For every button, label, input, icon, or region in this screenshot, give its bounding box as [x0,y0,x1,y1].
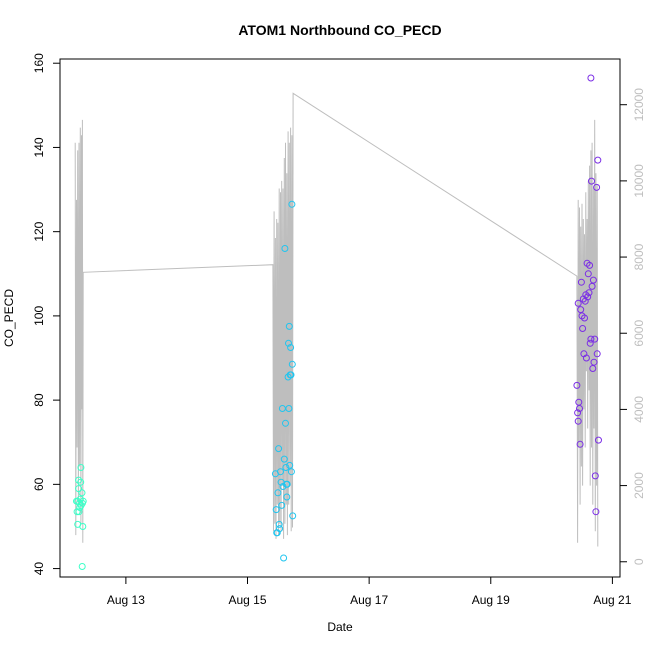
data-point [78,563,86,570]
data-point [285,405,293,412]
x-axis-label: Date [327,620,353,634]
data-point [282,464,290,471]
data-point [579,325,587,332]
data-point [281,245,289,252]
data-point [275,520,283,528]
data-point [595,436,602,444]
data-point [573,381,581,389]
y2-tick-label: 2000 [632,472,646,499]
y2-tick-label: 12000 [632,88,646,122]
data-point [282,419,289,427]
data-point [590,358,598,366]
data-point [78,489,86,497]
y2-tick-label: 4000 [632,396,646,423]
y2-tick-label: 0 [632,558,646,565]
data-point [585,289,593,297]
data-point [593,350,601,358]
data-point [574,299,582,307]
y-tick-label: 120 [32,221,46,241]
data-point [280,455,288,463]
data-point [278,501,286,509]
data-point [581,314,588,322]
data-point [577,278,585,286]
data-point [283,480,291,488]
data-point [285,322,293,330]
data-point [79,497,87,505]
x-tick-label: Aug 15 [228,593,266,607]
data-point [288,360,296,368]
data-point [275,445,283,453]
data-point [286,461,294,469]
y-tick-label: 140 [32,137,46,157]
x-tick-label: Aug 13 [107,593,145,607]
x-tick-label: Aug 21 [593,593,631,607]
y-axis: 40 60 80 100 120 140 160 [32,53,60,575]
data-point [272,506,280,514]
data-point [588,177,595,185]
y-axis-label: CO_PECD [2,289,16,347]
data-point [287,344,295,351]
y-tick-label: 80 [32,393,46,407]
data-point [576,405,583,412]
data-point [576,440,584,448]
data-point [577,306,585,314]
x-axis: Aug 13 Aug 15 Aug 17 Aug 19 Aug 21 [107,577,632,607]
data-point [77,478,85,486]
chart-title: ATOM1 Northbound CO_PECD [238,22,441,38]
data-point [283,493,291,501]
y2-tick-label: 10000 [632,164,646,198]
y-tick-label: 100 [32,306,46,326]
y2-axis: 0 2000 4000 6000 8000 10000 12000 [620,88,646,565]
data-point [289,512,297,520]
y2-tick-label: 6000 [632,320,646,347]
data-point [274,489,282,497]
data-point [75,476,83,484]
data-point [582,354,590,362]
data-point [587,335,595,343]
data-point [592,508,600,516]
y-tick-label: 60 [32,477,46,491]
data-point [75,485,83,493]
data-point [589,276,597,284]
y-tick-label: 160 [32,53,46,73]
data-point [77,464,85,471]
data-point [288,200,296,208]
data-point [280,554,288,562]
data-point [79,523,87,530]
data-point [574,409,582,417]
data-point [589,365,597,372]
data-point [75,508,83,516]
data-point [273,529,281,537]
data-point [584,270,592,278]
data-point [586,339,594,347]
data-point [593,183,601,191]
data-point [287,468,295,476]
x-tick-label: Aug 17 [350,593,388,607]
data-point [591,335,599,343]
data-point [594,156,602,164]
points-layer [73,74,602,570]
data-point [587,74,595,82]
data-point [276,525,284,533]
data-point [76,499,84,507]
y2-tick-label: 8000 [632,243,646,270]
data-point [584,293,592,301]
data-point [277,468,284,476]
y-tick-label: 40 [32,562,46,576]
data-point [287,371,295,379]
plot-frame [59,58,621,578]
data-point [285,339,292,347]
data-point [591,472,599,480]
x-tick-label: Aug 19 [472,593,510,607]
data-point [586,261,594,269]
data-point [588,282,596,290]
data-point [574,417,582,425]
